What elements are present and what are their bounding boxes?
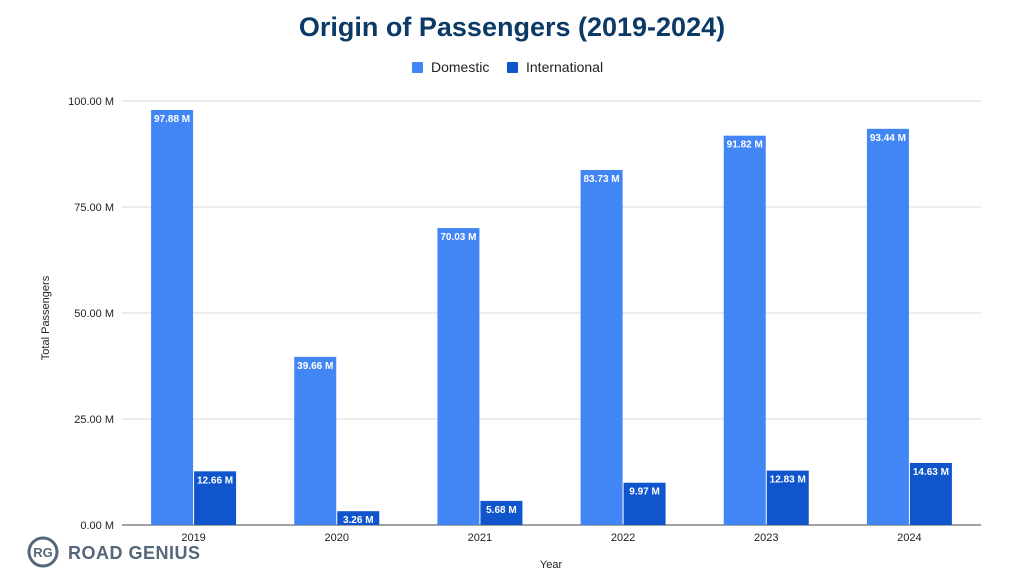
chart-title: Origin of Passengers (2019-2024)	[299, 12, 725, 42]
road-genius-logo: RG ROAD GENIUS	[27, 536, 201, 568]
data-label-domestic-2019: 97.88 M	[154, 114, 190, 125]
x-tick-label: 2024	[897, 532, 921, 544]
legend-label-international: International	[526, 59, 603, 75]
x-tick-label: 2022	[611, 532, 635, 544]
bar-domestic-2024	[866, 128, 909, 526]
y-tick-label: 50.00 M	[74, 308, 114, 320]
bar-domestic-2019	[151, 109, 194, 525]
data-label-international-2022: 9.97 M	[629, 487, 660, 498]
logo-badge-icon	[27, 536, 59, 568]
legend-swatch-international	[507, 62, 518, 73]
bar-domestic-2021	[437, 228, 480, 525]
data-label-international-2024: 14.63 M	[913, 467, 949, 478]
y-axis-title: Total Passengers	[40, 275, 52, 360]
data-label-international-2020: 3.26 M	[343, 515, 374, 526]
bar-international-2020	[337, 511, 380, 525]
bar-international-2023	[766, 470, 809, 525]
y-tick-label: 25.00 M	[74, 414, 114, 426]
x-tick-label: 2019	[181, 532, 205, 544]
data-label-domestic-2024: 93.44 M	[870, 133, 906, 144]
x-tick-label: 2021	[468, 532, 492, 544]
legend-swatch-domestic	[412, 62, 423, 73]
data-label-domestic-2022: 83.73 M	[584, 174, 620, 185]
x-tick-label: 2023	[754, 532, 778, 544]
bar-domestic-2020	[294, 356, 337, 525]
logo-monogram: RG	[33, 545, 53, 560]
bar-international-2022	[623, 482, 666, 525]
bar-international-2021	[480, 500, 523, 525]
y-tick-label: 0.00 M	[80, 520, 114, 532]
y-tick-label: 100.00 M	[68, 96, 114, 108]
data-label-international-2023: 12.83 M	[770, 475, 806, 486]
data-label-international-2021: 5.68 M	[486, 505, 517, 516]
legend-label-domestic: Domestic	[431, 59, 489, 75]
x-tick-label: 2020	[325, 532, 349, 544]
gridlines	[122, 100, 981, 526]
bar-international-2024	[909, 462, 952, 525]
bar-domestic-2022	[580, 169, 623, 525]
data-label-domestic-2021: 70.03 M	[440, 232, 476, 243]
data-labels: 97.88 M 12.66 M 39.66 M 3.26 M 70.03 M 5.68 M…	[154, 114, 949, 526]
logo-wordmark: ROAD GENIUS	[68, 543, 201, 563]
bar-international-2019	[194, 471, 237, 525]
bar-domestic-2023	[723, 135, 766, 525]
data-label-international-2019: 12.66 M	[197, 475, 233, 486]
bars	[151, 109, 952, 526]
y-tick-label: 75.00 M	[74, 202, 114, 214]
data-label-domestic-2023: 91.82 M	[727, 140, 763, 151]
x-axis-ticks: 2019 2020 2021 2022 2023 2024	[181, 532, 921, 544]
legend: Domestic International	[412, 59, 603, 75]
data-label-domestic-2020: 39.66 M	[297, 361, 333, 372]
x-axis-title: Year	[540, 559, 563, 571]
y-axis-ticks: 0.00 M 25.00 M 50.00 M 75.00 M 100.00 M	[68, 96, 114, 532]
